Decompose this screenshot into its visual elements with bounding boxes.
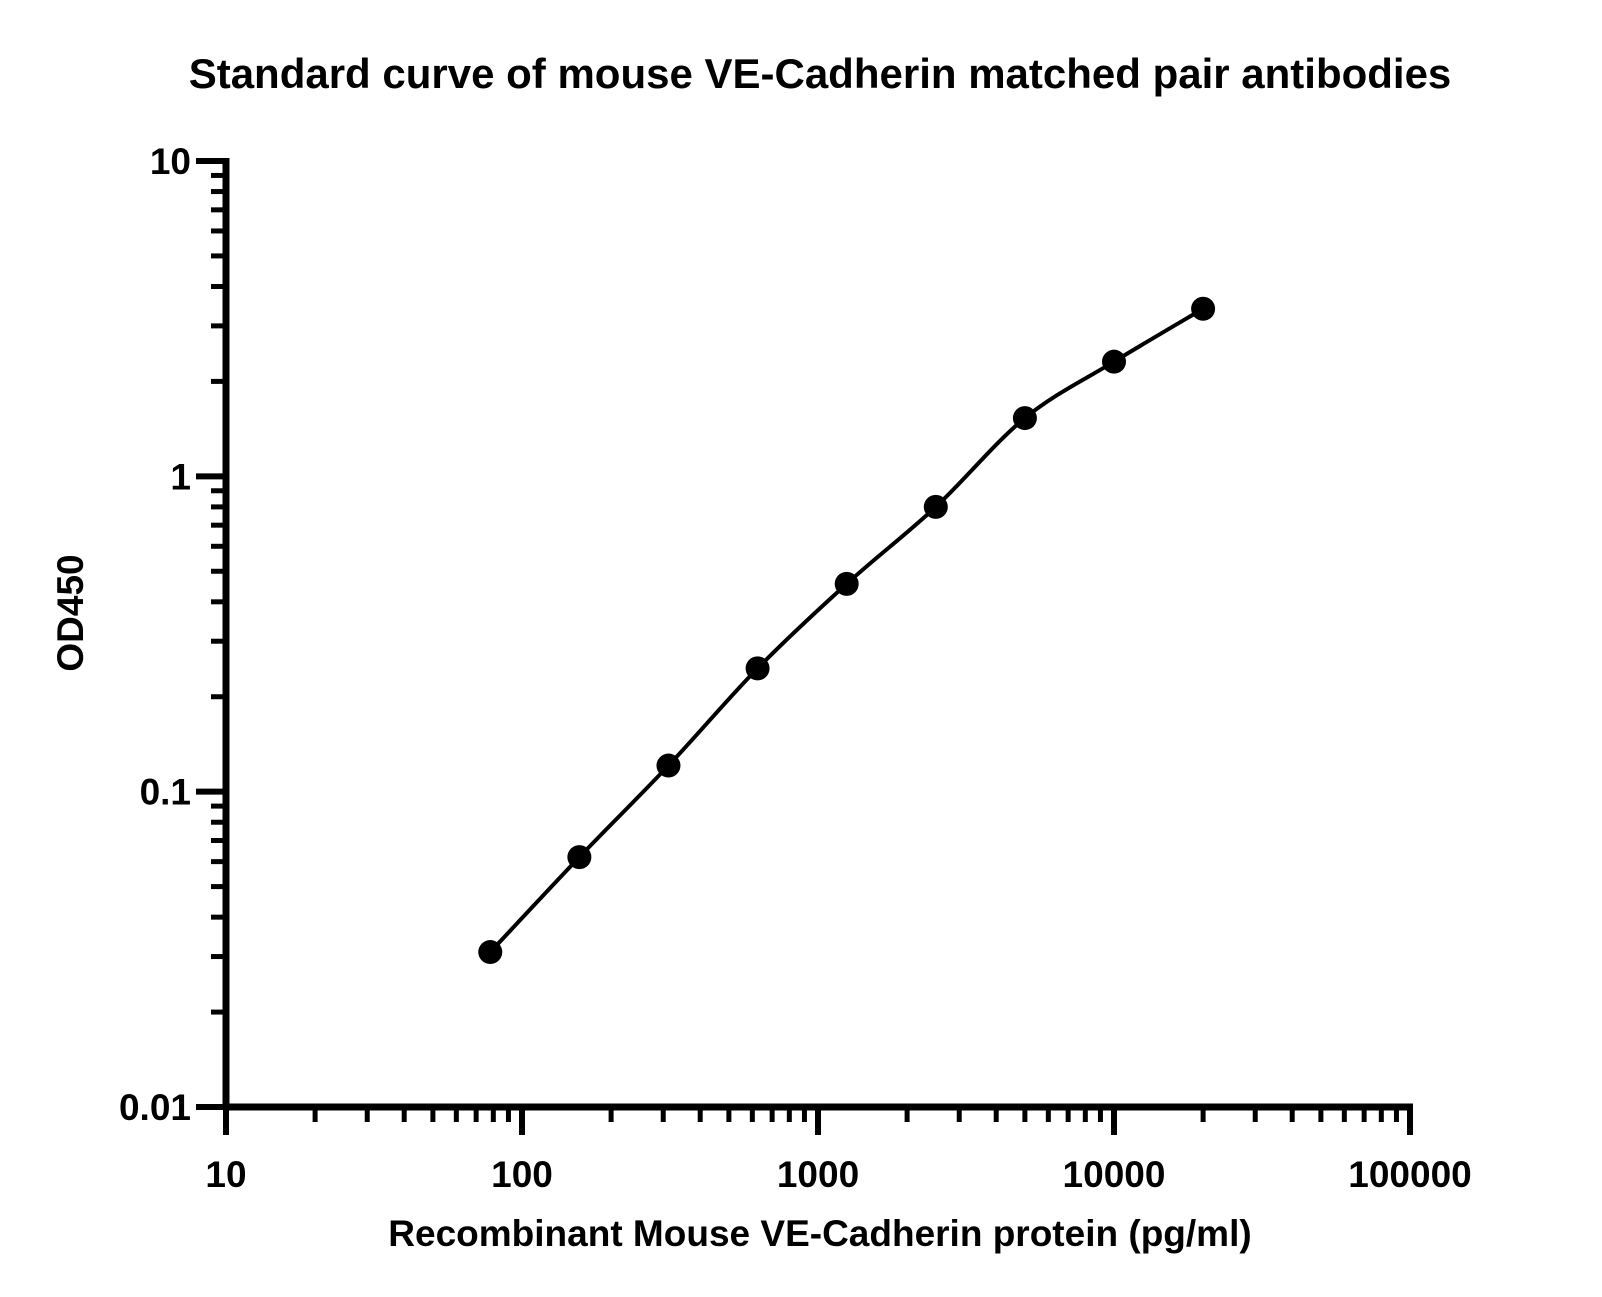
fit-curve [488,307,1205,954]
y-axis-label: OD450 [50,554,91,671]
data-point [1102,349,1126,374]
x-tick-label: 1000 [777,1154,859,1195]
chart-title: Standard curve of mouse VE-Cadherin matc… [189,50,1452,97]
x-axis: 10 100 1000 10000 100000 [205,1103,1472,1195]
data-point [478,940,503,965]
x-tick-label: 10000 [1063,1154,1166,1195]
y-axis: 0.01 0.1 1 10 [119,141,230,1128]
x-tick-label: 10 [205,1154,246,1195]
data-point [923,494,948,519]
data-point [745,656,770,681]
data-point [567,845,592,870]
y-tick-label: 1 [170,456,191,497]
data-point [1012,406,1037,431]
y-tick-label: 0.01 [119,1087,191,1128]
x-tick-label: 100000 [1348,1154,1471,1195]
data-point [656,753,681,778]
plot-area [478,296,1216,965]
y-tick-label: 0.1 [140,772,191,813]
data-point [834,571,859,596]
data-point [1191,296,1216,321]
y-tick-label: 10 [150,141,191,182]
x-tick-label: 100 [491,1154,553,1195]
x-axis-label: Recombinant Mouse VE-Cadherin protein (p… [388,1213,1251,1254]
